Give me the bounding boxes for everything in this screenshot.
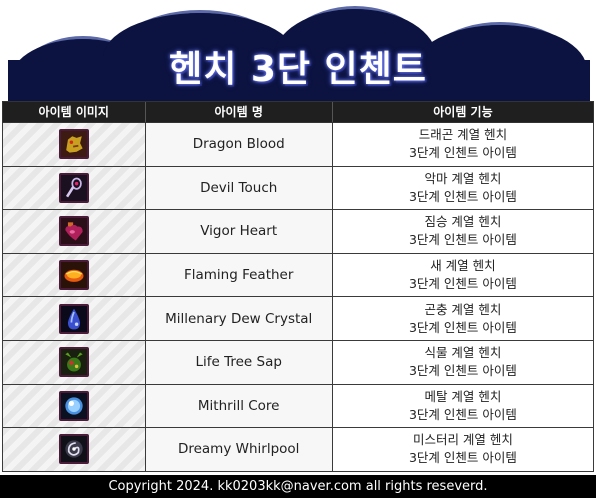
item-function: 드래곤 계열 헨치 3단계 인첸트 아이템 (332, 123, 593, 166)
item-function: 메탈 계열 헨치 3단계 인첸트 아이템 (332, 384, 593, 428)
item-image-cell (3, 123, 146, 166)
function-line-2: 3단계 인첸트 아이템 (408, 276, 517, 292)
item-name: Devil Touch (145, 166, 333, 210)
function-line-1: 악마 계열 헨치 (424, 170, 502, 186)
function-line-1: 짐승 계열 헨치 (424, 214, 502, 230)
function-line-2: 3단계 인첸트 아이템 (408, 319, 517, 335)
dragon-blood-icon (58, 129, 89, 160)
table-row: Dreamy Whirlpool 미스터리 계열 헨치 3단계 인첸트 아이템 (2, 428, 594, 472)
function-line-2: 3단계 인첸트 아이템 (408, 232, 517, 248)
function-line-1: 메탈 계열 헨치 (424, 388, 502, 404)
function-line-2: 3단계 인첸트 아이템 (408, 363, 517, 379)
function-line-1: 미스터리 계열 헨치 (412, 432, 513, 448)
item-image-cell (3, 210, 146, 253)
item-name: Flaming Feather (145, 253, 333, 297)
table-row: Mithrill Core 메탈 계열 헨치 3단계 인첸트 아이템 (2, 384, 594, 429)
item-table: 아이템 이미지 아이템 명 아이템 기능 Dragon Blood 드래곤 계열… (2, 101, 594, 472)
item-image-cell (3, 166, 146, 210)
table-row: Devil Touch 악마 계열 헨치 3단계 인첸트 아이템 (2, 166, 594, 211)
item-function: 미스터리 계열 헨치 3단계 인첸트 아이템 (332, 428, 593, 471)
table-row: Flaming Feather 새 계열 헨치 3단계 인첸트 아이템 (2, 253, 594, 298)
item-function: 식물 계열 헨치 3단계 인첸트 아이템 (332, 340, 593, 384)
header-function: 아이템 기능 (433, 105, 493, 119)
header-image: 아이템 이미지 (3, 102, 146, 122)
title-banner: 헨치 3단 인첸트 (0, 0, 596, 102)
tree-sap-icon (58, 347, 89, 378)
vigor-heart-icon (58, 216, 89, 247)
function-line-1: 곤충 계열 헨치 (424, 301, 502, 317)
item-name: Dreamy Whirlpool (145, 428, 333, 471)
item-name: Millenary Dew Crystal (145, 297, 333, 340)
table-header: 아이템 이미지 아이템 명 아이템 기능 (2, 101, 594, 123)
flaming-feather-icon (58, 260, 89, 291)
item-function: 새 계열 헨치 3단계 인첸트 아이템 (332, 253, 593, 297)
function-line-2: 3단계 인첸트 아이템 (408, 188, 517, 204)
item-image-cell (3, 428, 146, 471)
table-row: Life Tree Sap 식물 계열 헨치 3단계 인첸트 아이템 (2, 340, 594, 385)
item-name: Mithrill Core (145, 384, 333, 428)
function-line-1: 식물 계열 헨치 (424, 345, 502, 361)
page-title: 헨치 3단 인첸트 (169, 49, 427, 90)
function-line-1: 드래곤 계열 헨치 (418, 127, 508, 143)
dreamy-whirlpool-icon (58, 434, 89, 465)
function-line-2: 3단계 인첸트 아이템 (408, 406, 517, 422)
item-name: Dragon Blood (145, 123, 333, 166)
item-image-cell (3, 384, 146, 428)
devil-touch-icon (58, 172, 89, 203)
table-row: Millenary Dew Crystal 곤충 계열 헨치 3단계 인첸트 아… (2, 297, 594, 341)
item-function: 짐승 계열 헨치 3단계 인첸트 아이템 (332, 210, 593, 253)
item-name: Vigor Heart (145, 210, 333, 253)
item-function: 악마 계열 헨치 3단계 인첸트 아이템 (332, 166, 593, 210)
mithrill-core-icon (58, 390, 89, 421)
table-row: Dragon Blood 드래곤 계열 헨치 3단계 인첸트 아이템 (2, 123, 594, 167)
copyright-footer: Copyright 2024. kk0203kk@naver.com all r… (0, 475, 596, 498)
dew-crystal-icon (58, 303, 89, 334)
table-row: Vigor Heart 짐승 계열 헨치 3단계 인첸트 아이템 (2, 210, 594, 254)
item-image-cell (3, 253, 146, 297)
function-line-1: 새 계열 헨치 (430, 258, 496, 274)
function-line-2: 3단계 인첸트 아이템 (408, 450, 517, 466)
function-line-2: 3단계 인첸트 아이템 (408, 145, 517, 161)
banner-base (8, 60, 590, 102)
header-name: 아이템 명 (146, 102, 333, 122)
item-image-cell (3, 297, 146, 340)
item-function: 곤충 계열 헨치 3단계 인첸트 아이템 (332, 297, 593, 340)
item-image-cell (3, 340, 146, 384)
item-name: Life Tree Sap (145, 340, 333, 384)
